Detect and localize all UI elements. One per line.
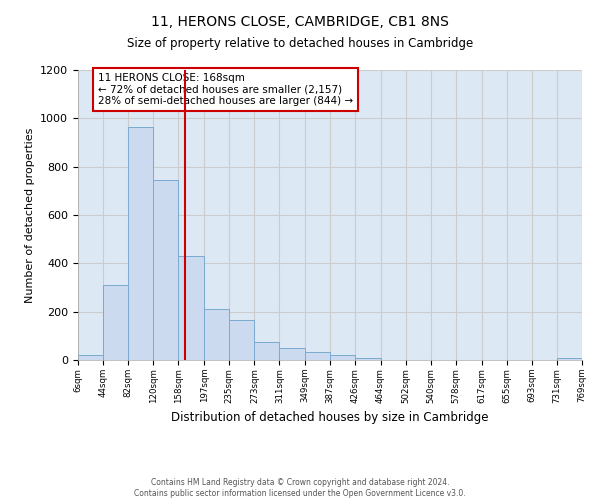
Bar	[355, 358, 380, 360]
Text: Size of property relative to detached houses in Cambridge: Size of property relative to detached ho…	[127, 38, 473, 51]
Bar	[280, 348, 305, 360]
Text: 11 HERONS CLOSE: 168sqm
← 72% of detached houses are smaller (2,157)
28% of semi: 11 HERONS CLOSE: 168sqm ← 72% of detache…	[98, 73, 353, 106]
Bar	[305, 352, 329, 360]
Bar	[557, 358, 582, 360]
Bar	[78, 355, 103, 360]
Bar	[103, 285, 128, 360]
Bar	[178, 256, 204, 360]
Text: Contains HM Land Registry data © Crown copyright and database right 2024.
Contai: Contains HM Land Registry data © Crown c…	[134, 478, 466, 498]
Text: 11, HERONS CLOSE, CAMBRIDGE, CB1 8NS: 11, HERONS CLOSE, CAMBRIDGE, CB1 8NS	[151, 15, 449, 29]
Bar	[229, 320, 254, 360]
Bar	[329, 355, 355, 360]
Bar	[254, 342, 280, 360]
Y-axis label: Number of detached properties: Number of detached properties	[25, 128, 35, 302]
Bar	[154, 180, 178, 360]
X-axis label: Distribution of detached houses by size in Cambridge: Distribution of detached houses by size …	[171, 411, 489, 424]
Bar	[204, 309, 229, 360]
Bar	[128, 127, 154, 360]
